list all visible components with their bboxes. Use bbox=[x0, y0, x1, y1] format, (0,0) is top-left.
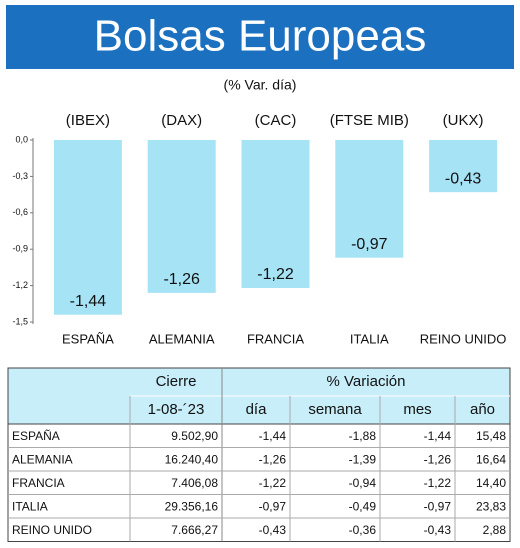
table-cell: ITALIA bbox=[12, 499, 48, 513]
x-tick-label: ITALIA bbox=[350, 331, 389, 346]
table-cell: -0,36 bbox=[349, 523, 377, 537]
index-label: (CAC) bbox=[255, 112, 297, 129]
x-tick-label: ALEMANIA bbox=[149, 331, 215, 346]
y-tick-label: 0,0 bbox=[15, 134, 28, 144]
table-cell: -1,39 bbox=[349, 452, 377, 466]
table-cell: -1,88 bbox=[349, 429, 377, 443]
table-header: % Variación bbox=[327, 373, 406, 390]
table-cell: -0,97 bbox=[424, 499, 452, 513]
table-cell: 15,48 bbox=[476, 429, 506, 443]
table-cell: -1,22 bbox=[259, 476, 287, 490]
index-label: (DAX) bbox=[161, 112, 202, 129]
table-cell: 7.406,08 bbox=[171, 476, 218, 490]
bar bbox=[241, 140, 310, 289]
table-cell: 9.502,90 bbox=[171, 429, 218, 443]
table-header: Cierre bbox=[156, 373, 197, 390]
value-label: -1,22 bbox=[257, 266, 294, 283]
table-cell: REINO UNIDO bbox=[12, 523, 92, 537]
x-tick-label: ESPAÑA bbox=[62, 331, 114, 346]
table-cell: -1,44 bbox=[259, 429, 287, 443]
value-label: -0,97 bbox=[351, 236, 388, 253]
value-label: -1,26 bbox=[163, 271, 200, 288]
value-label: -0,43 bbox=[445, 170, 482, 187]
index-label: (IBEX) bbox=[66, 112, 110, 129]
bar bbox=[147, 140, 216, 293]
table-cell: 16,64 bbox=[476, 452, 506, 466]
index-label: (UKX) bbox=[443, 112, 484, 129]
table-cell: 14,40 bbox=[476, 476, 506, 490]
y-tick-label: -0,3 bbox=[12, 171, 28, 181]
table-cell: 29.356,16 bbox=[165, 499, 219, 513]
table-cell: -1,44 bbox=[424, 429, 452, 443]
table-cell: -0,43 bbox=[259, 523, 287, 537]
table-header: año bbox=[470, 401, 495, 418]
table-cell: -0,94 bbox=[349, 476, 377, 490]
bar bbox=[53, 140, 122, 315]
table-header: semana bbox=[308, 401, 362, 418]
table-cell: -0,43 bbox=[424, 523, 452, 537]
value-label: -1,44 bbox=[70, 293, 107, 310]
chart-title: Bolsas Europeas bbox=[94, 12, 427, 61]
table-cell: -1,26 bbox=[259, 452, 287, 466]
title-banner bbox=[6, 5, 514, 69]
table-cell: -0,49 bbox=[349, 499, 377, 513]
table-cell: FRANCIA bbox=[12, 476, 65, 490]
table-border bbox=[7, 367, 511, 542]
table-cell: -1,22 bbox=[424, 476, 452, 490]
table-cell: ALEMANIA bbox=[12, 452, 73, 466]
x-tick-label: FRANCIA bbox=[247, 331, 304, 346]
y-tick-label: -0,6 bbox=[12, 207, 28, 217]
table-cell: 16.240,40 bbox=[165, 452, 219, 466]
table-cell: -1,26 bbox=[424, 452, 452, 466]
table-header: 1-08-´23 bbox=[148, 401, 205, 418]
bar bbox=[429, 140, 498, 193]
table-header: día bbox=[246, 401, 268, 418]
table-cell: -0,97 bbox=[259, 499, 287, 513]
index-label: (FTSE MIB) bbox=[330, 112, 409, 129]
y-tick-label: -1,2 bbox=[12, 280, 28, 290]
table-cell: 2,88 bbox=[483, 523, 507, 537]
y-tick-label: -1,5 bbox=[12, 316, 28, 326]
table-cell: 23,83 bbox=[476, 499, 506, 513]
y-tick-label: -0,9 bbox=[12, 244, 28, 254]
table-header: mes bbox=[403, 401, 431, 418]
table-cell: 7.666,27 bbox=[171, 523, 218, 537]
table-cell: ESPAÑA bbox=[12, 429, 60, 443]
x-tick-label: REINO UNIDO bbox=[420, 331, 507, 346]
bar bbox=[335, 140, 404, 258]
chart-subtitle: (% Var. día) bbox=[224, 77, 297, 93]
